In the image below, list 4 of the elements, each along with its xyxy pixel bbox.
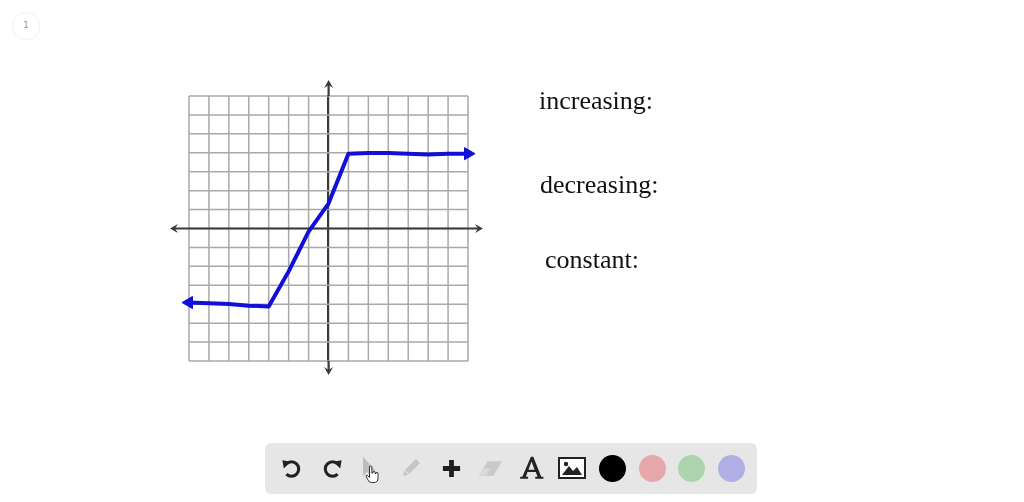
text: constant: [545,245,639,274]
text: increasing: [539,86,654,115]
text: decreasing: [540,170,659,199]
text: 1 [13,13,39,39]
